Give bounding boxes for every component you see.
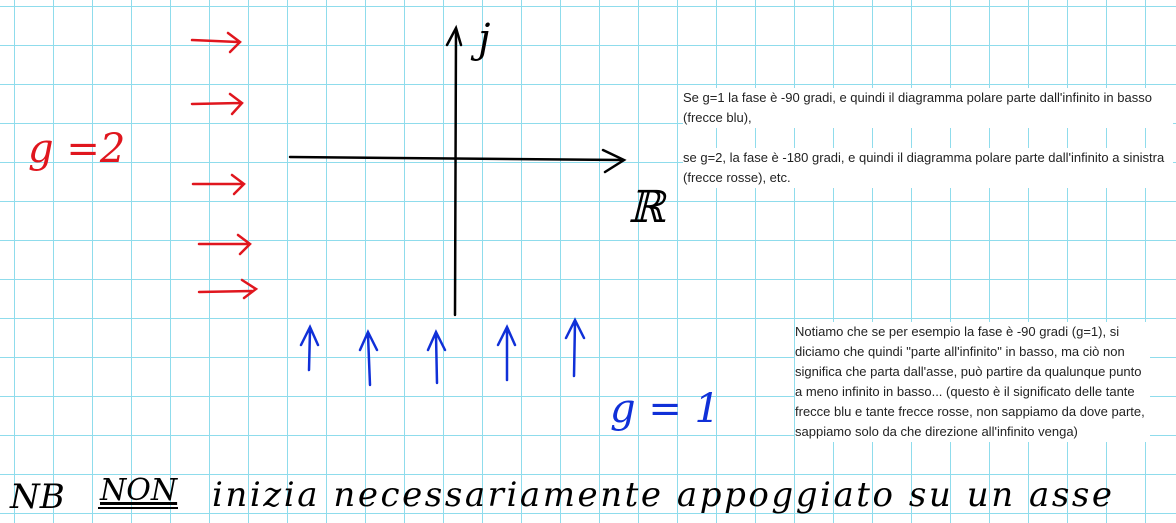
note: Notiamo che se per esempio la fase è -90… bbox=[795, 322, 1150, 442]
footnote: inizia necessariamente appoggiato su un … bbox=[212, 475, 1112, 515]
red-arrows bbox=[190, 31, 259, 300]
real-label: ℝ bbox=[628, 182, 667, 233]
imaginary-axis bbox=[453, 28, 458, 317]
red-label: g =2 bbox=[28, 126, 125, 172]
imaginary-label: j bbox=[470, 16, 490, 62]
blue-arrows bbox=[299, 317, 586, 387]
note: se g=2, la fase è -180 gradi, e quindi i… bbox=[683, 148, 1173, 188]
footnote: NB bbox=[9, 477, 65, 517]
note: Se g=1 la fase è -90 gradi, e quindi il … bbox=[683, 88, 1173, 128]
footnote-emphasis: NON bbox=[99, 473, 179, 508]
real-axis bbox=[288, 155, 624, 162]
axis-arrow bbox=[445, 24, 463, 47]
blue-label: g = 1 bbox=[610, 386, 720, 432]
axis-arrow bbox=[601, 148, 627, 174]
